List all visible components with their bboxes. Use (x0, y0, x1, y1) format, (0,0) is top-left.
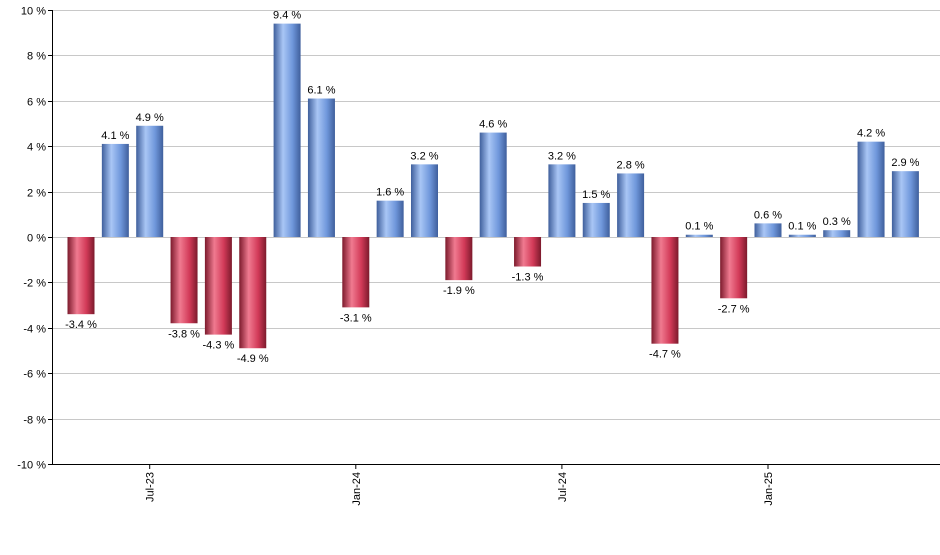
y-tick-label: -2 % (23, 278, 46, 290)
data-label: 0.3 % (823, 216, 851, 228)
bar-mar-24 (376, 200, 404, 237)
bar-jun-23 (67, 237, 95, 315)
bar-aug-24 (548, 164, 576, 237)
bar-mar-25 (788, 234, 816, 237)
y-tick-label: -10 % (17, 460, 46, 472)
bar-aug-23 (136, 125, 164, 237)
data-label: 1.6 % (376, 187, 404, 199)
bar-sep-24 (582, 202, 610, 237)
bar-jun-24 (479, 132, 507, 237)
data-label: 4.1 % (101, 130, 129, 142)
bar-jun-25 (891, 171, 919, 237)
bar-nov-23 (239, 237, 267, 349)
data-labels: -3.4 % 4.1 % 4.9 % -3.8 %-4.3 %-4.9 % 9.4 % 6… (65, 10, 920, 366)
data-label: 6.1 % (307, 85, 335, 97)
data-label: 0.1 % (788, 221, 816, 233)
y-tick-label: 0 % (27, 233, 46, 245)
data-label: 2.8 % (617, 159, 645, 171)
data-label: 4.2 % (857, 128, 885, 140)
data-label: 0.1 % (685, 221, 713, 233)
bar-dec-23 (273, 23, 301, 238)
x-tick-label: Jul-24 (557, 472, 569, 502)
bar-sep-23 (170, 237, 198, 324)
bars (67, 23, 919, 349)
data-label: -1.3 % (512, 272, 544, 284)
data-label: -4.9 % (237, 353, 269, 365)
x-tick-label: Jan-25 (763, 472, 775, 506)
data-label: 0.6 % (754, 209, 782, 221)
data-label: -3.4 % (65, 319, 97, 331)
y-tick-label: 6 % (27, 97, 46, 109)
bar-oct-23 (204, 237, 232, 335)
data-label: -3.8 % (168, 328, 200, 340)
axes: 10 % 8 % 6 % 4 % 2 % 0 % -2 % -4 % -6 % -8 % -10 %… (17, 6, 940, 506)
bar-jan-25 (720, 237, 748, 299)
data-label: -4.7 % (649, 349, 681, 361)
data-label: -2.7 % (718, 303, 750, 315)
x-tick-label: Jul-23 (145, 472, 157, 502)
data-label: 2.9 % (891, 157, 919, 169)
bar-feb-24 (342, 237, 370, 308)
data-label: 1.5 % (582, 189, 610, 201)
y-tick-label: -6 % (23, 369, 46, 381)
bar-apr-25 (823, 230, 851, 237)
data-label: 9.4 % (273, 10, 301, 22)
data-label: 3.2 % (548, 150, 576, 162)
bar-feb-25 (754, 223, 782, 237)
y-tick-label: -8 % (23, 415, 46, 427)
data-label: 4.6 % (479, 119, 507, 131)
y-tick-label: 10 % (21, 6, 46, 18)
y-tick-label: -4 % (23, 324, 46, 336)
bar-jul-23 (101, 143, 129, 237)
y-tick-label: 2 % (27, 188, 46, 200)
bar-dec-24 (685, 234, 713, 237)
bar-may-25 (857, 141, 885, 237)
data-label: -3.1 % (340, 312, 372, 324)
bar-jan-24 (307, 98, 335, 237)
data-label: -4.3 % (203, 340, 235, 352)
bar-jul-24 (514, 237, 542, 267)
data-label: 4.9 % (136, 112, 164, 124)
x-tick-label: Jan-24 (351, 472, 363, 506)
bar-oct-24 (617, 173, 645, 237)
y-tick-label: 4 % (27, 142, 46, 154)
data-label: 3.2 % (410, 150, 438, 162)
data-label: -1.9 % (443, 285, 475, 297)
bar-apr-24 (411, 164, 438, 237)
bar-may-24 (445, 237, 473, 281)
bar-nov-24 (651, 237, 679, 344)
y-tick-label: 8 % (27, 51, 46, 63)
